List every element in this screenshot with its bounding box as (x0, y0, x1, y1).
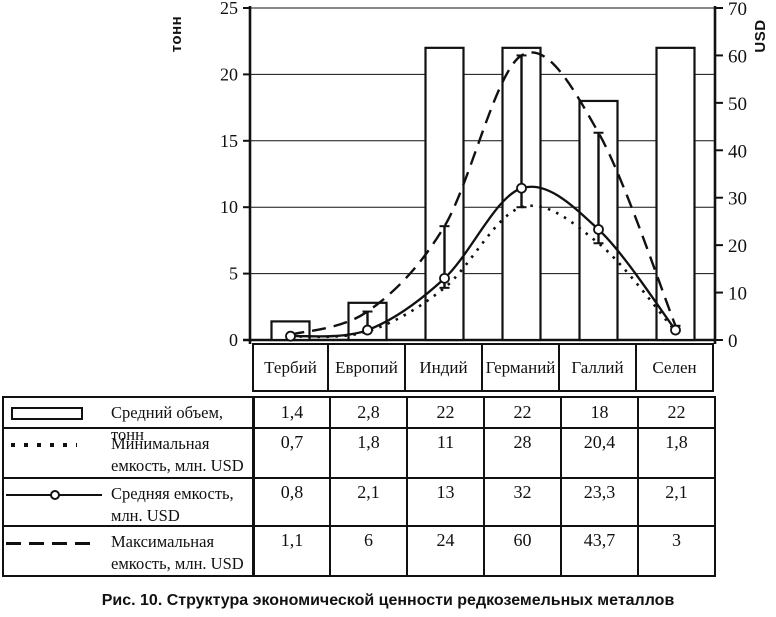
legend-label: Средняя емкость, млн. USD (111, 484, 234, 525)
figure-caption: Рис. 10. Структура экономической ценност… (101, 592, 675, 609)
legend-data-table: Средний объем, тонн 1,4 2,8 22 22 18 22 Минимал… (2, 396, 716, 577)
legend-cell-row2: Средняя емкость, млн. USD (4, 477, 252, 525)
category-header-1: Европий (329, 343, 406, 392)
legend-symbol-marker-line-icon (6, 488, 104, 500)
left-axis-tick-label: 10 (220, 197, 238, 217)
left-axis-title: тонн (168, 16, 185, 52)
right-axis-tick-label: 10 (728, 284, 747, 305)
legend-symbol-dashed-icon (6, 536, 104, 545)
right-axis-tick-label: 30 (728, 189, 747, 210)
table-value-r0c5: 22 (637, 398, 714, 427)
right-axis-tick-label: 60 (728, 46, 747, 67)
table-value-r3c5: 3 (637, 525, 714, 575)
table-value-r0c3: 22 (483, 398, 560, 427)
table-value-r1c3: 28 (483, 427, 560, 477)
table-value-r0c0: 1,4 (252, 398, 329, 427)
table-value-r3c3: 60 (483, 525, 560, 575)
table-value-r3c2: 24 (406, 525, 483, 575)
table-value-r0c4: 18 (560, 398, 637, 427)
left-axis-tick-label: 5 (229, 264, 238, 284)
legend-cell-row3: Максимальная емкость, млн. USD (4, 525, 252, 575)
dotted-series-symbol-icon (11, 443, 77, 447)
table-value-r1c5: 1,8 (637, 427, 714, 477)
category-header-0: Тербий (252, 343, 329, 392)
right-axis-tick-label: 20 (728, 236, 747, 257)
table-value-r3c1: 6 (329, 525, 406, 575)
table-value-r1c0: 0,7 (252, 427, 329, 477)
bar-5 (655, 46, 696, 342)
bar-series-symbol-icon (11, 407, 83, 420)
avg-capacity-marker-2 (439, 272, 450, 284)
left-axis-tick-label: 0 (229, 330, 238, 350)
legend-cell-row0: Средний объем, тонн (4, 398, 252, 444)
avg-capacity-marker-3 (516, 182, 527, 194)
table-value-r2c4: 23,3 (560, 477, 637, 525)
right-axis-tick-label: 40 (728, 141, 747, 162)
table-value-r2c1: 2,1 (329, 477, 406, 525)
category-header-4: Галлий (560, 343, 637, 392)
legend-symbol-dotted-icon (6, 438, 104, 447)
legend-label: Средний объем, тонн (111, 403, 224, 444)
right-axis-tick-label: 0 (728, 331, 738, 352)
marker-line-series-symbol-icon (6, 490, 102, 500)
right-axis-tick-label: 70 (728, 0, 747, 20)
category-header-5: Селен (637, 343, 714, 392)
avg-capacity-marker-5 (670, 324, 681, 336)
table-value-r3c0: 1,1 (252, 525, 329, 575)
right-axis-title: USD (752, 19, 769, 52)
legend-symbol-bar-icon (6, 407, 104, 420)
legend-label: Минимальная емкость, млн. USD (111, 434, 244, 475)
left-axis-tick-label: 25 (220, 0, 238, 18)
table-value-r2c5: 2,1 (637, 477, 714, 525)
category-header-2: Индий (406, 343, 483, 392)
legend-label: Максимальная емкость, млн. USD (111, 532, 244, 573)
table-value-r1c2: 11 (406, 427, 483, 477)
table-value-r0c1: 2,8 (329, 398, 406, 427)
table-value-r1c1: 1,8 (329, 427, 406, 477)
avg-capacity-marker-4 (593, 224, 604, 235)
table-value-r2c2: 13 (406, 477, 483, 525)
bar-2 (424, 46, 465, 342)
table-value-r1c4: 20,4 (560, 427, 637, 477)
category-header-3: Германий (483, 343, 560, 392)
right-axis-tick-label: 50 (728, 94, 747, 115)
max-capacity-dashed-line (290, 51, 677, 336)
combo-chart: 0 5 10 15 20 25 0 10 20 30 40 50 60 70 тонн USD (168, 0, 769, 352)
left-axis-tick-label: 20 (220, 64, 238, 84)
avg-capacity-marker-1 (362, 324, 373, 336)
legend-cell-row1: Минимальная емкость, млн. USD (4, 427, 252, 477)
table-value-r2c3: 32 (483, 477, 560, 525)
dashed-series-symbol-icon (6, 542, 96, 545)
left-axis-tick-label: 15 (220, 131, 238, 151)
category-header-row: Тербий Европий Индий Германий Галлий Селен (252, 343, 714, 392)
table-value-r3c4: 43,7 (560, 525, 637, 575)
table-value-r2c0: 0,8 (252, 477, 329, 525)
table-value-r0c2: 22 (406, 398, 483, 427)
avg-capacity-marker-0 (285, 330, 296, 342)
